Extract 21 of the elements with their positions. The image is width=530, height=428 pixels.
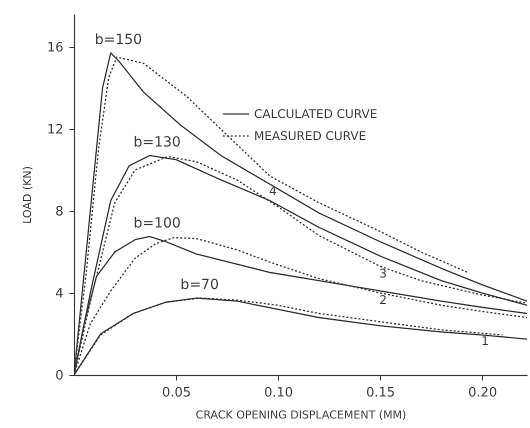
annotation: 2: [379, 292, 387, 307]
y-tick-label: 0: [55, 368, 64, 384]
legend-label: MEASURED CURVE: [254, 129, 366, 143]
x-tick-label: 0.10: [264, 386, 294, 400]
annotation: b=70: [180, 277, 219, 294]
legend-label: CALCULATED CURVE: [254, 107, 378, 121]
y-axis-title: LOAD (KN): [20, 166, 34, 224]
x-tick-label: 0.15: [366, 386, 396, 400]
annotation: b=130: [134, 134, 181, 151]
y-tick-label: 16: [46, 40, 64, 56]
y-tick-label: 8: [55, 204, 64, 220]
annotation: 3: [379, 266, 387, 280]
x-tick-label: 0.05: [162, 386, 192, 400]
annotation: 4: [269, 184, 277, 198]
y-tick-label: 12: [46, 122, 64, 138]
annotation: b=150: [94, 32, 142, 48]
y-tick-label: 4: [55, 286, 64, 302]
annotation: b=100: [134, 216, 181, 232]
x-axis-title: CRACK OPENING DISPLACEMENT (MM): [196, 408, 406, 422]
x-tick-label: 0.20: [468, 386, 498, 400]
annotation: 1: [481, 334, 489, 348]
